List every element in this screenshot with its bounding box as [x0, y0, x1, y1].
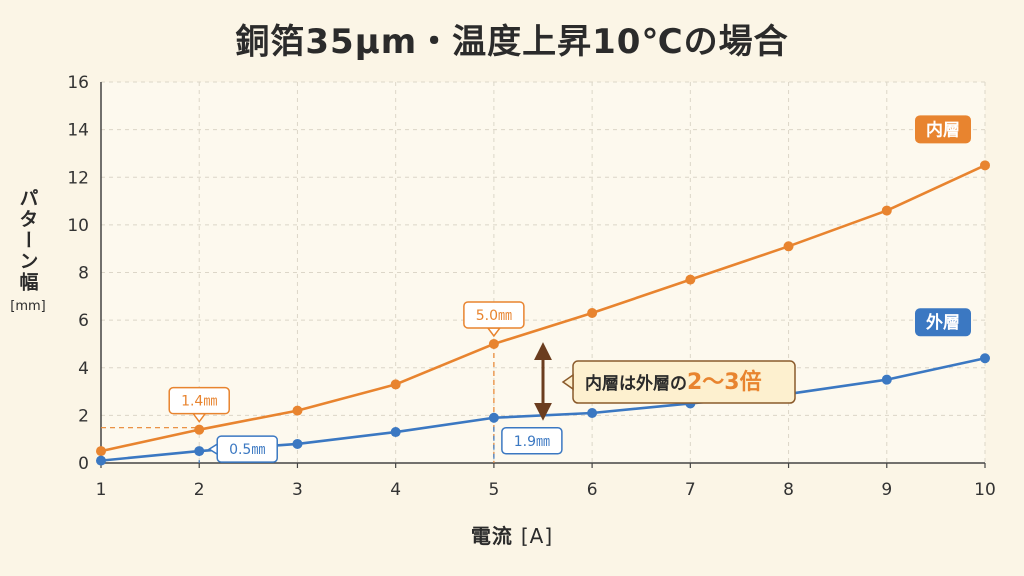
x-axis-title: 電流 [A] — [0, 520, 1024, 549]
x-tick-label: 5 — [488, 480, 499, 500]
value-annotation: 1.4㎜ — [181, 394, 217, 410]
data-point — [390, 379, 401, 390]
y-tick-label: 14 — [67, 121, 89, 141]
data-point — [783, 241, 794, 252]
x-axis-unit: [A] — [520, 524, 554, 548]
y-tick-label: 0 — [78, 454, 89, 474]
y-tick-label: 2 — [78, 406, 89, 426]
data-point — [390, 427, 401, 438]
y-axis-title: パターン幅 [mm] — [10, 188, 45, 314]
x-tick-label: 2 — [194, 480, 205, 500]
value-annotation-box — [463, 301, 525, 329]
data-point — [980, 353, 990, 364]
callout-pointer — [561, 373, 574, 391]
data-point — [194, 446, 205, 457]
x-tick-label: 6 — [587, 480, 598, 500]
y-tick-label: 6 — [78, 311, 89, 331]
x-tick-label: 4 — [390, 480, 401, 500]
data-point — [587, 307, 598, 318]
chart-title: 銅箔35μm・温度上昇10℃の場合 — [235, 22, 789, 62]
data-point — [292, 438, 303, 449]
data-point — [488, 412, 499, 423]
data-point — [488, 338, 499, 349]
data-point — [292, 405, 303, 416]
y-tick-label: 10 — [67, 216, 89, 236]
y-tick-label: 12 — [67, 168, 89, 188]
data-point — [685, 274, 696, 285]
y-tick-label: 4 — [78, 359, 89, 379]
y-tick-label: 16 — [67, 73, 89, 93]
data-point — [881, 374, 892, 385]
callout-prefix: 内層は外層の — [585, 373, 687, 394]
data-point — [587, 407, 598, 418]
x-tick-label: 7 — [685, 480, 696, 500]
x-tick-label: 1 — [96, 480, 107, 500]
value-annotation: 0.5㎜ — [229, 442, 265, 458]
x-tick-label: 8 — [783, 480, 794, 500]
y-axis-unit: [mm] — [10, 299, 46, 314]
value-annotation: 5.0㎜ — [476, 308, 512, 324]
series-label: 外層 — [926, 312, 960, 333]
y-tick-label: 8 — [78, 264, 89, 284]
value-annotation-box — [501, 427, 563, 455]
value-annotation: 1.9㎜ — [514, 434, 550, 450]
x-tick-label: 10 — [974, 480, 996, 500]
callout-highlight: 2～3倍 — [687, 369, 762, 395]
value-annotation-box — [168, 386, 230, 415]
x-tick-label: 9 — [881, 480, 892, 500]
series-label-box — [915, 308, 971, 337]
series-label: 内層 — [926, 119, 960, 140]
data-point — [980, 160, 990, 171]
y-axis-label: パターン幅 — [16, 188, 39, 293]
data-point — [96, 455, 106, 466]
series-label-box — [915, 115, 971, 144]
data-point — [194, 424, 205, 435]
data-point — [96, 446, 106, 457]
x-tick-label: 3 — [292, 480, 303, 500]
data-point — [881, 205, 892, 216]
callout-text: 内層は外層の2～3倍 — [585, 369, 762, 395]
x-axis-label: 電流 — [470, 524, 513, 548]
value-annotation-box — [216, 435, 278, 463]
series-line-1 — [100, 164, 986, 453]
